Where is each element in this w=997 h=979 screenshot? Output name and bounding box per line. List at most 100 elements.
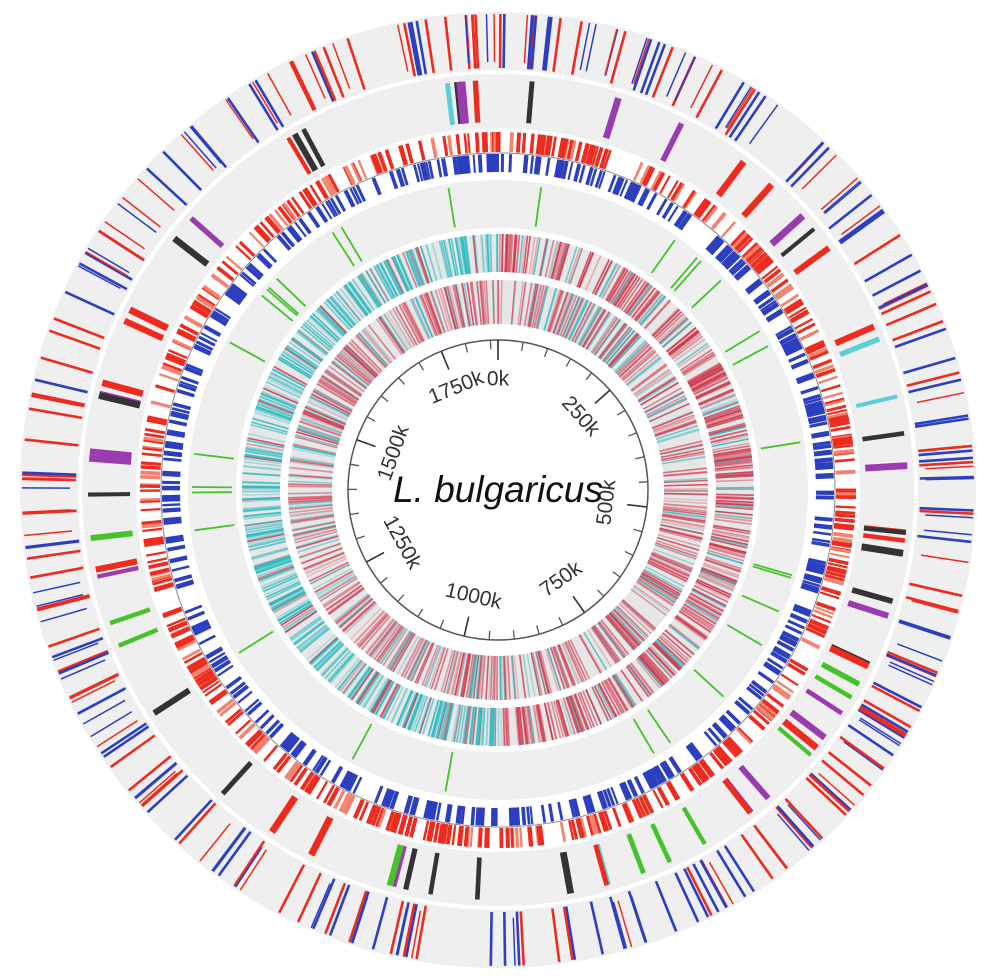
gc-content-mark (292, 444, 336, 456)
forward-gene-mark (743, 243, 761, 260)
gc-skew-mark (296, 624, 328, 649)
gc-content-mark (594, 319, 622, 356)
outer-feature-mark (908, 378, 962, 394)
gc-content-mark (608, 613, 639, 647)
forward-gene-mark (143, 438, 164, 445)
gc-skew-mark (714, 460, 753, 467)
gc-skew-mark (614, 273, 637, 307)
gc-content-mark (630, 588, 668, 616)
reverse-gene-mark (814, 461, 834, 467)
outer-feature-mark (396, 24, 409, 72)
gc-content-mark (325, 369, 363, 396)
outer-feature-mark (527, 15, 534, 70)
gc-skew-mark (456, 237, 465, 275)
gc-skew-mark (461, 705, 469, 744)
outer-feature-mark (58, 651, 110, 675)
gc-skew-mark (436, 701, 448, 739)
gc-content-mark (433, 648, 449, 691)
gc-content-mark (535, 651, 547, 695)
gc-content-mark (288, 504, 333, 511)
forward-gene-mark (399, 144, 409, 166)
outer-feature-mark (734, 95, 767, 142)
outer-feature-mark (612, 901, 628, 949)
gc-skew-mark (439, 240, 450, 278)
rna-feature-mark (722, 778, 753, 815)
reverse-gene-mark (165, 534, 184, 542)
reverse-gene-mark (709, 239, 725, 256)
outer-feature-mark (632, 38, 650, 85)
reverse-gene-mark (792, 606, 811, 617)
scale-major-tick (356, 439, 376, 448)
gc-content-mark (573, 303, 596, 344)
forward-gene-mark (422, 820, 430, 841)
gc-content-mark (531, 284, 543, 328)
gc-skew-mark (291, 337, 324, 361)
reverse-gene-mark (165, 538, 185, 544)
forward-gene-mark (439, 823, 446, 844)
gc-skew-mark (688, 594, 723, 615)
gc-content-mark (481, 280, 487, 325)
gc-skew-mark (272, 592, 307, 613)
outer-feature-mark (708, 861, 734, 905)
gc-skew-mark (713, 454, 752, 461)
gc-skew-mark (244, 450, 283, 458)
gc-skew-mark (707, 549, 745, 562)
gc-content-mark (504, 655, 509, 700)
forward-gene-mark (377, 151, 388, 172)
gc-content-mark (578, 634, 602, 674)
gc-content-mark (430, 290, 447, 333)
forward-gene-mark (539, 134, 547, 156)
gc-skew-mark (705, 410, 742, 425)
gc-content-mark (655, 424, 699, 440)
gc-skew-mark (442, 239, 453, 278)
gc-content-mark (601, 326, 631, 362)
gc-skew-mark (265, 380, 301, 399)
reverse-gene-mark (812, 444, 832, 451)
outer-feature-mark (839, 735, 885, 770)
gc-skew-mark (242, 505, 281, 510)
gc-content-mark (294, 435, 338, 449)
gc-skew-mark (704, 557, 742, 572)
reverse-gene-mark (187, 610, 206, 621)
forward-gene-mark (709, 751, 725, 770)
gc-skew-mark (403, 692, 419, 729)
outer-feature-mark (925, 477, 974, 481)
gc-content-mark (288, 475, 333, 480)
gc-skew-mark (584, 255, 602, 291)
gc-content-mark (554, 292, 571, 335)
rna-feature-mark (456, 81, 466, 124)
gc-skew-mark (386, 258, 405, 294)
forward-gene-mark (210, 274, 229, 289)
gc-content-mark (653, 415, 695, 433)
gc-skew-mark (699, 393, 736, 410)
gc-skew-mark (712, 524, 751, 533)
gc-skew-mark (464, 706, 471, 745)
outer-feature-mark (925, 514, 974, 519)
scale-minor-tick (488, 630, 491, 640)
gc-content-mark (380, 627, 407, 666)
forward-gene-mark (235, 245, 252, 261)
reverse-gene-mark (286, 736, 300, 753)
gc-skew-mark (348, 667, 373, 700)
forward-gene-mark (451, 825, 457, 846)
gc-content-mark (292, 444, 336, 456)
forward-gene-mark (835, 469, 856, 475)
reverse-gene-mark (668, 756, 682, 774)
forward-gene-mark (827, 408, 848, 416)
gc-content-mark (291, 520, 336, 531)
gc-skew-mark (380, 683, 400, 719)
gc-content-mark (291, 447, 336, 459)
forward-gene-mark (144, 427, 166, 435)
gc-skew-mark (260, 392, 297, 409)
gc-skew-mark (427, 699, 440, 737)
gc-skew-mark (251, 547, 289, 560)
gc-skew-mark (297, 328, 329, 355)
gc-skew-mark (393, 255, 411, 292)
gc-skew-mark (462, 705, 470, 744)
reverse-gene-mark (814, 516, 833, 522)
gc-skew-mark (715, 466, 754, 472)
scale-tick-label: 750k (536, 556, 587, 601)
gc-skew-mark (453, 704, 462, 743)
forward-gene-mark (790, 310, 810, 324)
gc-skew-mark (318, 306, 346, 335)
